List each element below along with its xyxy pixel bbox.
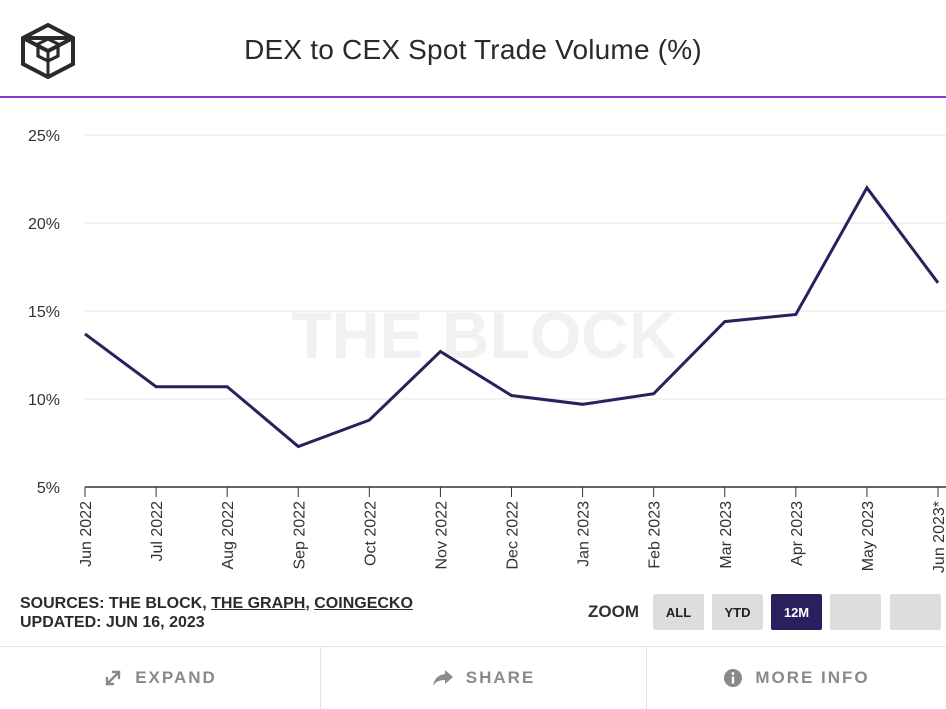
header-divider xyxy=(0,96,946,98)
series-layer xyxy=(79,182,944,453)
sources-block: SOURCES: THE BLOCK, THE GRAPH, COINGECKO… xyxy=(20,594,413,632)
share-arrow-icon xyxy=(432,669,454,687)
zoom-blank-button-1[interactable] xyxy=(830,594,881,630)
data-point[interactable] xyxy=(363,414,375,426)
x-tick-label: May 2023 xyxy=(860,501,877,571)
data-point[interactable] xyxy=(150,381,162,393)
y-tick-label: 15% xyxy=(28,304,60,321)
data-point[interactable] xyxy=(221,381,233,393)
x-tick-label: Jan 2023 xyxy=(576,501,593,567)
x-tick-label: Sep 2022 xyxy=(291,501,308,570)
footer-divider xyxy=(320,647,321,709)
x-tick-label: Jun 2022 xyxy=(78,501,95,567)
y-axis-ticks: 5% 10% 15% 20% 25% xyxy=(28,128,60,497)
y-tick-label: 25% xyxy=(28,128,60,145)
expand-label: EXPAND xyxy=(135,668,217,687)
info-circle-icon xyxy=(723,668,743,688)
zoom-ytd-button[interactable]: YTD xyxy=(712,594,763,630)
x-tick-label: Dec 2022 xyxy=(505,501,522,570)
data-point[interactable] xyxy=(790,309,802,321)
x-tick-label: Aug 2022 xyxy=(220,501,237,570)
y-tick-label: 10% xyxy=(28,392,60,409)
x-tick-label: Feb 2023 xyxy=(647,501,664,569)
data-point[interactable] xyxy=(79,328,91,340)
data-point[interactable] xyxy=(861,182,873,194)
x-tick-label: Jul 2022 xyxy=(149,501,166,562)
watermark: THE BLOCK xyxy=(292,298,677,372)
data-point[interactable] xyxy=(434,345,446,357)
data-point[interactable] xyxy=(506,389,518,401)
series-line xyxy=(84,185,940,449)
footer-divider xyxy=(646,647,647,709)
sources-line: SOURCES: THE BLOCK, THE GRAPH, COINGECKO xyxy=(20,594,413,613)
chart-title: DEX to CEX Spot Trade Volume (%) xyxy=(244,34,702,65)
more-info-button[interactable]: MORE INFO xyxy=(647,647,946,709)
share-button[interactable]: SHARE xyxy=(321,647,646,709)
data-point[interactable] xyxy=(648,388,660,400)
line-chart: THE BLOCK 5% 10% 15% 20% 25% Jun 2022 Jul 202… xyxy=(28,128,946,573)
data-point[interactable] xyxy=(932,277,944,289)
the-block-logo-icon xyxy=(21,22,75,80)
source-link-coingecko[interactable]: COINGECKO xyxy=(314,595,413,612)
zoom-blank-button-2[interactable] xyxy=(890,594,941,630)
data-point[interactable] xyxy=(719,316,731,328)
x-tick-label: Apr 2023 xyxy=(789,501,806,566)
zoom-label: ZOOM xyxy=(588,602,639,621)
chart-header: DEX to CEX Spot Trade Volume (%) xyxy=(0,0,946,96)
x-tick-label: Oct 2022 xyxy=(362,501,379,566)
expand-button[interactable]: EXPAND xyxy=(0,647,320,709)
source-link-the-graph[interactable]: THE GRAPH xyxy=(211,595,306,612)
data-point[interactable] xyxy=(292,441,304,453)
y-tick-label: 5% xyxy=(37,480,60,497)
expand-arrows-icon xyxy=(103,668,123,688)
y-tick-label: 20% xyxy=(28,216,60,233)
footer-toolbar: EXPAND SHARE MORE INFO xyxy=(0,646,946,709)
more-info-label: MORE INFO xyxy=(755,668,870,687)
zoom-12m-button[interactable]: 12M xyxy=(771,594,822,630)
updated-date: UPDATED: JUN 16, 2023 xyxy=(20,614,205,631)
sources-prefix: SOURCES: THE BLOCK, xyxy=(20,595,212,612)
sources-separator: , xyxy=(305,595,315,612)
x-axis-ticks: Jun 2022 Jul 2022 Aug 2022 Sep 2022 Oct 2022… xyxy=(78,487,946,573)
data-point[interactable] xyxy=(577,398,589,410)
gridlines xyxy=(85,134,946,488)
x-tick-label: Nov 2022 xyxy=(433,501,450,570)
x-tick-label: Mar 2023 xyxy=(718,501,735,569)
zoom-all-button[interactable]: ALL xyxy=(653,594,704,630)
share-label: SHARE xyxy=(465,668,536,687)
x-tick-label: Jun 2023* xyxy=(931,501,946,573)
